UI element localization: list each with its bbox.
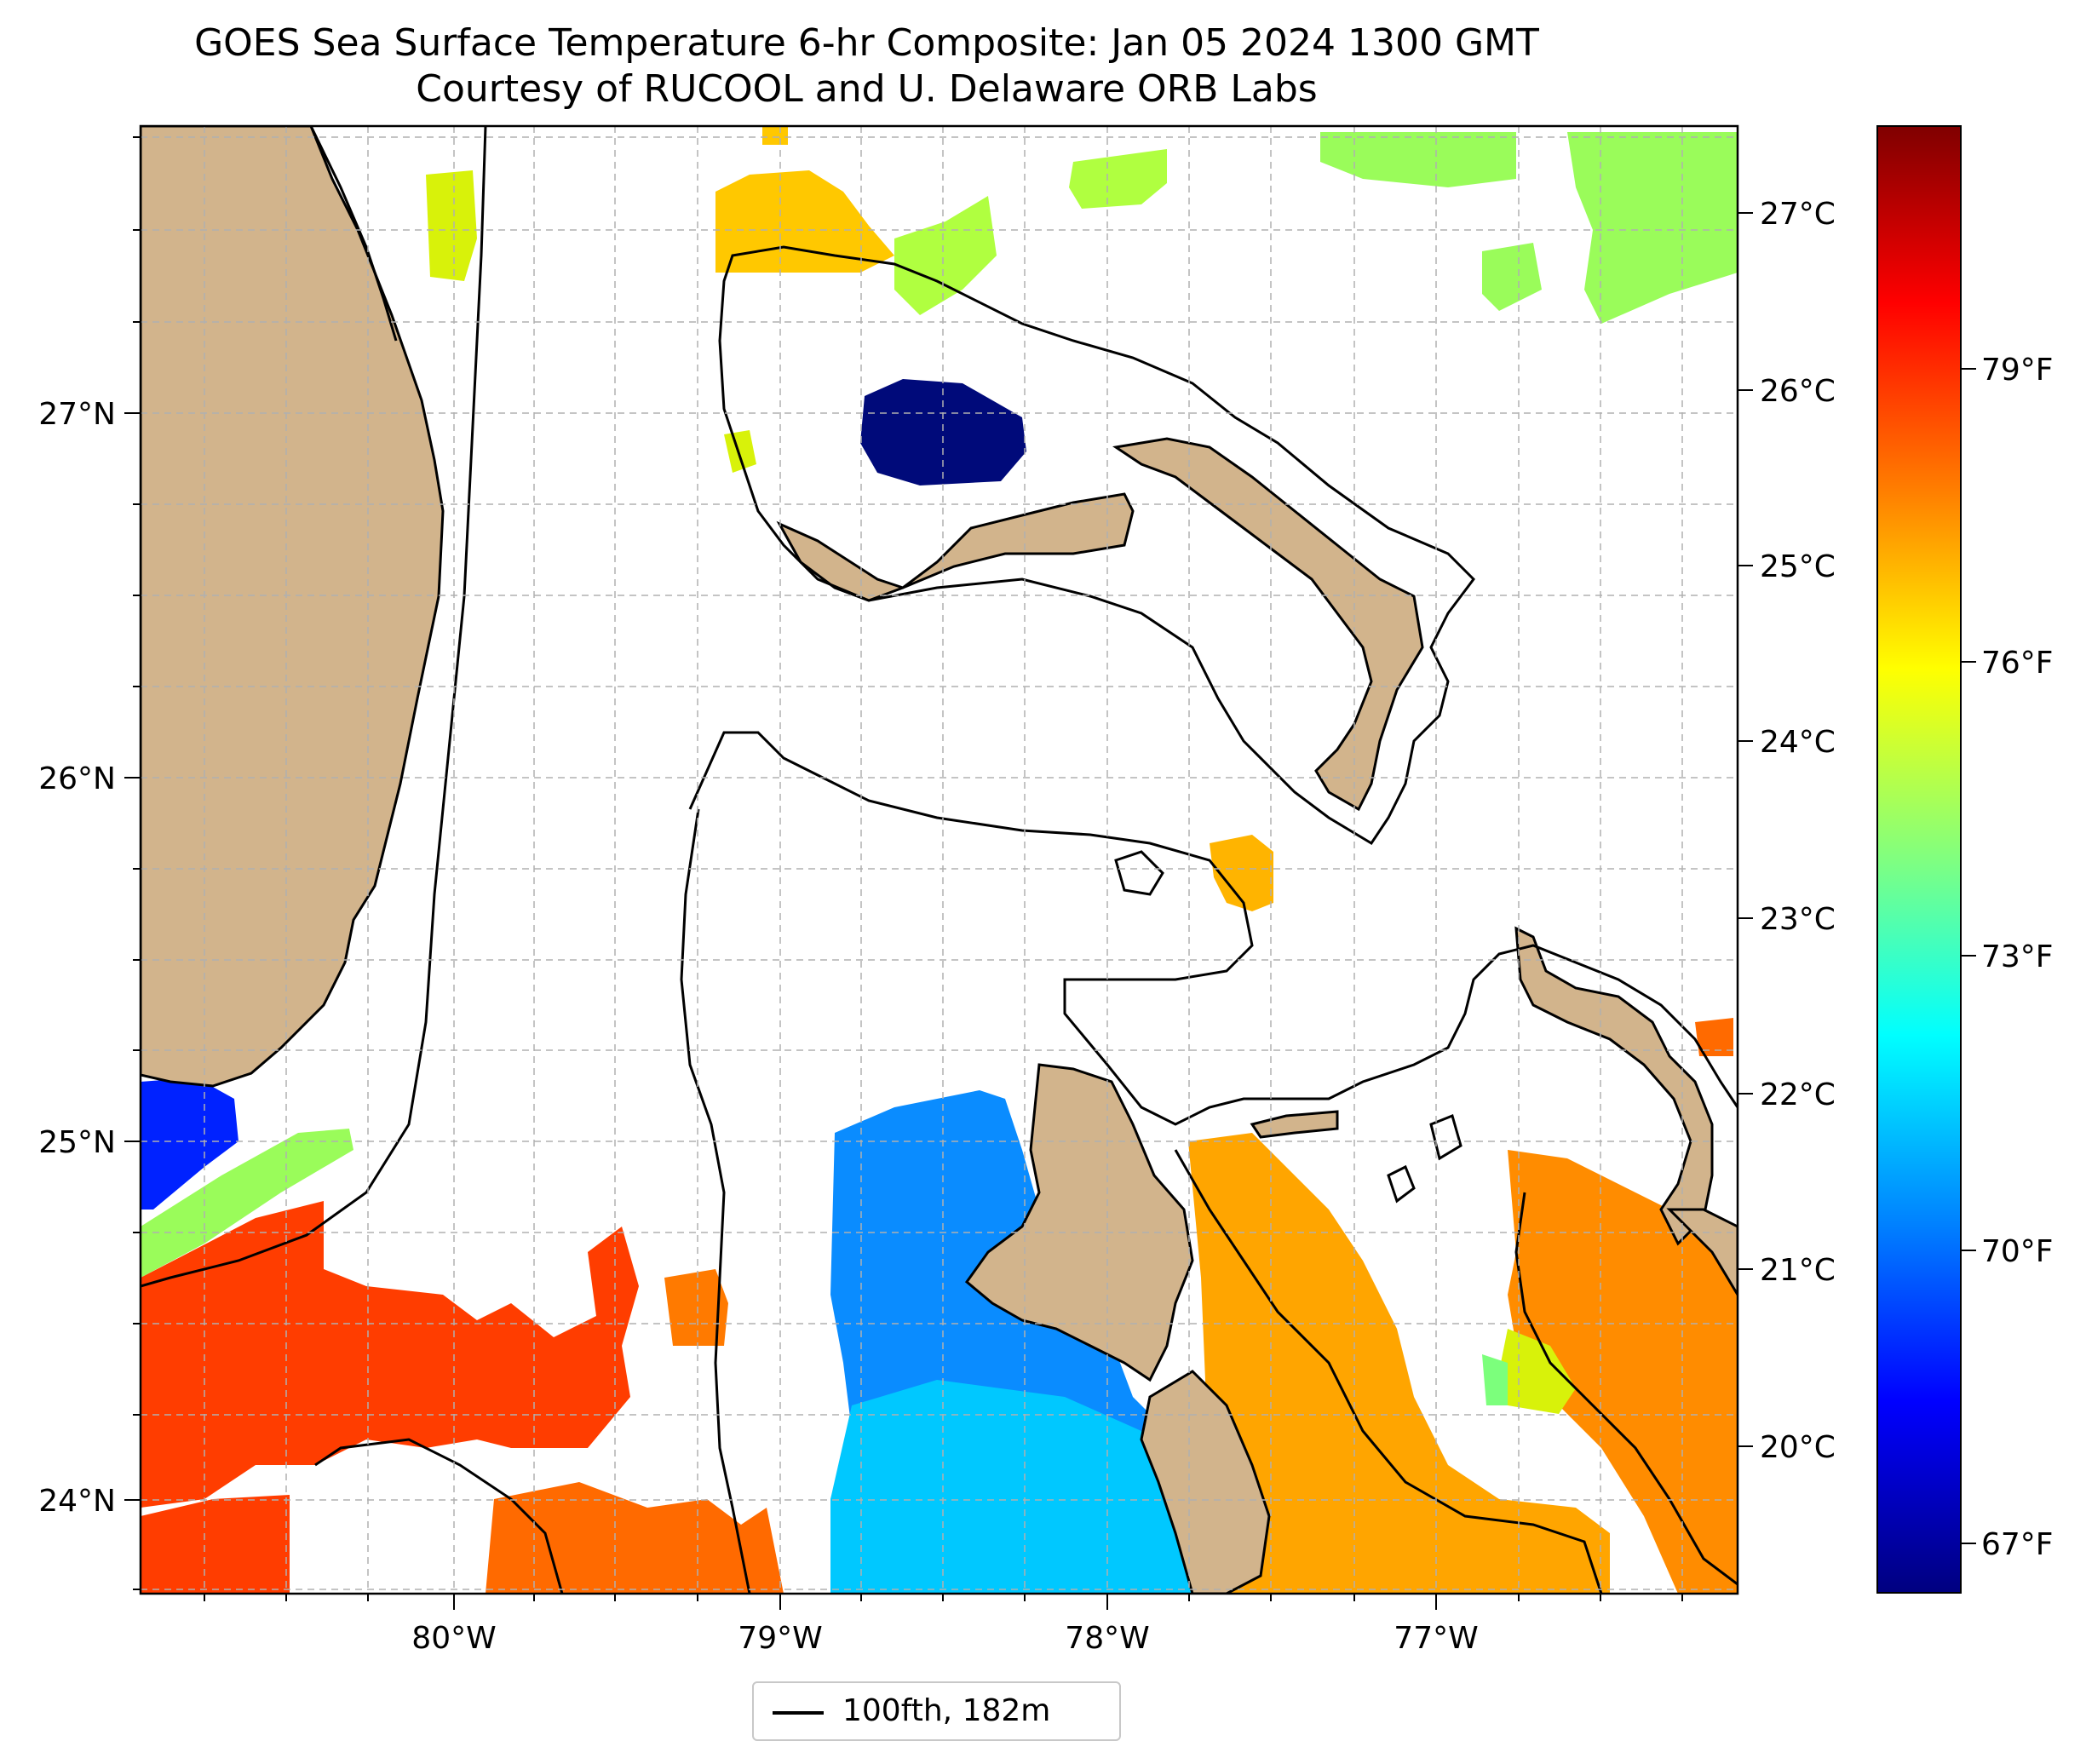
- celsius-label: 22°C: [1760, 1077, 1836, 1112]
- sst-orange-central: [1210, 835, 1273, 911]
- celsius-label: 25°C: [1760, 549, 1836, 584]
- sst-green-north-b: [1069, 149, 1167, 209]
- x-tick-label: 80°W: [411, 1621, 496, 1656]
- x-tick-label: 77°W: [1394, 1621, 1478, 1656]
- isobath-little-bahama-bank: [718, 245, 1475, 846]
- isobath-great-bahama-bank: [688, 731, 1738, 1126]
- fahrenheit-label: 73°F: [1981, 939, 2054, 974]
- colorbar-ticks: [1962, 368, 1976, 1544]
- isobath-islet-b: [1387, 1164, 1416, 1204]
- sst-navy-bahamas: [860, 379, 1026, 486]
- chart-title: GOES Sea Surface Temperature 6-hr Compos…: [194, 21, 1539, 65]
- isobath-southwest: [314, 1438, 564, 1594]
- y-axis-left: [124, 136, 141, 1590]
- sst-cyan-tongue: [830, 1380, 1192, 1594]
- celsius-label: 24°C: [1760, 725, 1836, 760]
- new-providence: [1250, 1110, 1339, 1139]
- x-axis: [204, 1594, 1683, 1610]
- isobath-islet-c: [1114, 850, 1164, 896]
- isobath-central: [680, 808, 751, 1594]
- isobath-coast-florida: [309, 126, 398, 342]
- celsius-label: 23°C: [1760, 902, 1836, 937]
- isobath-florida: [141, 126, 487, 1288]
- sst-patches: [141, 126, 1738, 1594]
- fahrenheit-label: 76°F: [1981, 646, 2054, 681]
- map-frame: [139, 124, 1739, 1595]
- colorbar: [1876, 125, 1962, 1594]
- sst-warm-south: [486, 1482, 784, 1594]
- y-tick-label: 27°N: [38, 397, 116, 432]
- celsius-tick-labels: 27°C 26°C 25°C 24°C 23°C 22°C 21°C 20°C: [1760, 197, 1836, 1465]
- sst-orange-southeast-a: [1188, 1133, 1610, 1594]
- x-tick-labels: 80°W 79°W 78°W 77°W: [411, 1621, 1478, 1656]
- y-tick-label: 24°N: [38, 1484, 116, 1519]
- sst-yellow-top: [762, 126, 788, 145]
- legend-line-swatch: [773, 1711, 824, 1715]
- legend-label: 100fth, 182m: [842, 1693, 1051, 1728]
- andros-south: [1140, 1370, 1271, 1594]
- sst-green-north-a: [894, 196, 997, 315]
- sst-yellow-islet: [724, 430, 756, 473]
- y-tick-label: 25°N: [38, 1125, 116, 1160]
- fahrenheit-label: 79°F: [1981, 353, 2054, 388]
- legend: 100fth, 182m: [752, 1681, 1121, 1741]
- sst-orange-east-small: [1695, 1018, 1733, 1056]
- celsius-label: 20°C: [1760, 1430, 1836, 1465]
- fahrenheit-label: 67°F: [1981, 1527, 2054, 1562]
- x-tick-label: 79°W: [738, 1621, 822, 1656]
- isobath-islet: [1429, 1113, 1462, 1161]
- sst-green-north-d: [1567, 132, 1738, 324]
- sst-green-north-c: [1320, 132, 1516, 187]
- sst-cold-florida-bay: [141, 1077, 238, 1210]
- fahrenheit-tick-labels: 79°F 76°F 73°F 70°F 67°F: [1981, 353, 2054, 1562]
- sst-orange-southeast-b: [1508, 1150, 1738, 1594]
- isobath-contours: [141, 126, 1738, 1594]
- chart-subtitle: Courtesy of RUCOOL and U. Delaware ORB L…: [416, 67, 1318, 111]
- sst-warm-southwest: [141, 1201, 639, 1508]
- abaco: [1112, 437, 1424, 812]
- isobath-tongue-east: [1174, 1149, 1603, 1594]
- celsius-label: 27°C: [1760, 197, 1836, 232]
- y-axis-right: [1738, 212, 1753, 1447]
- y-tick-labels: 27°N 26°N 25°N 24°N: [38, 397, 116, 1519]
- celsius-label: 21°C: [1760, 1253, 1836, 1288]
- florida-land: [141, 126, 445, 1088]
- sst-warm-island: [664, 1269, 728, 1346]
- celsius-label: 26°C: [1760, 374, 1836, 409]
- fahrenheit-label: 70°F: [1981, 1234, 2054, 1269]
- y-tick-label: 26°N: [38, 761, 116, 796]
- sst-yellow-north: [715, 170, 894, 273]
- sst-cool-band: [141, 1129, 353, 1278]
- sst-green-north-e: [1482, 243, 1542, 311]
- sst-yellow-north-small: [426, 170, 477, 281]
- exuma: [1666, 1208, 1738, 1297]
- gridlines: [141, 126, 1738, 1594]
- map-content: [141, 126, 1738, 1594]
- sst-warm-southwest-bottom: [141, 1495, 290, 1594]
- x-tick-label: 78°W: [1065, 1621, 1149, 1656]
- sst-green-east: [1482, 1354, 1508, 1405]
